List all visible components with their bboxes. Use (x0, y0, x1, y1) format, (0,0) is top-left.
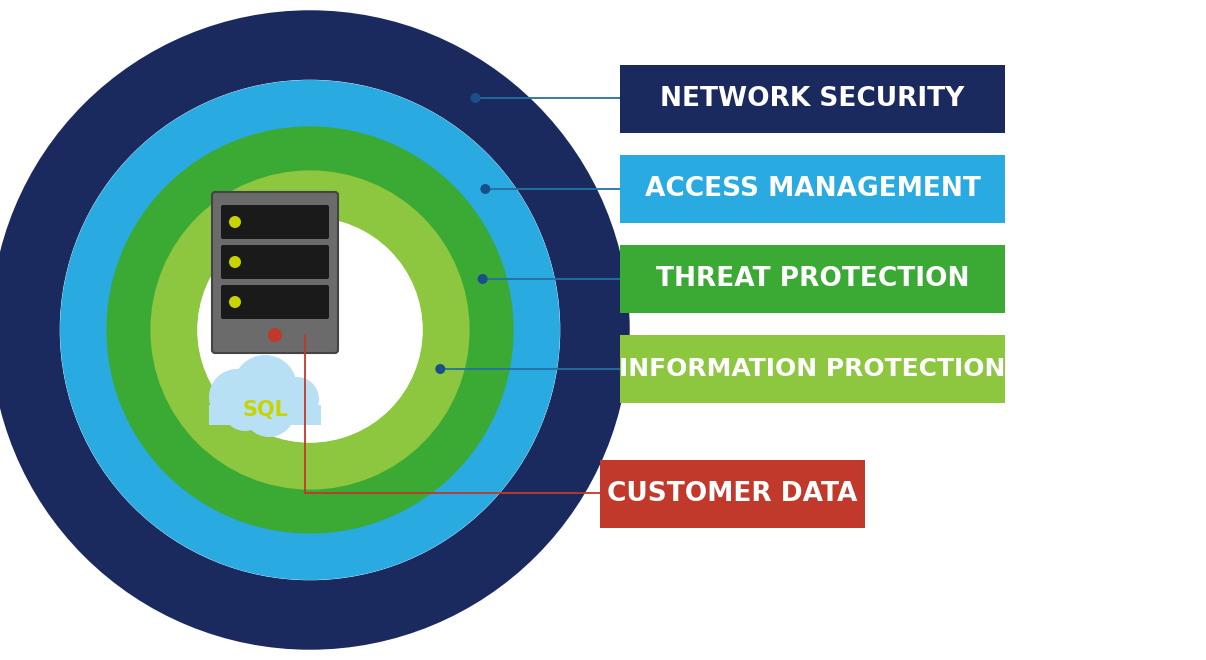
Circle shape (233, 355, 297, 419)
Text: CUSTOMER DATA: CUSTOMER DATA (608, 481, 857, 507)
Circle shape (268, 328, 282, 342)
Text: SQL: SQL (242, 400, 288, 420)
Text: THREAT PROTECTION: THREAT PROTECTION (656, 266, 970, 292)
Circle shape (223, 387, 267, 431)
Text: INFORMATION PROTECTION: INFORMATION PROTECTION (620, 357, 1006, 381)
Circle shape (478, 274, 487, 284)
Bar (209, 405, 321, 425)
FancyBboxPatch shape (221, 285, 329, 319)
FancyBboxPatch shape (620, 65, 1005, 133)
Circle shape (480, 184, 491, 194)
Circle shape (218, 238, 402, 422)
FancyBboxPatch shape (620, 335, 1005, 403)
Circle shape (242, 385, 295, 437)
FancyBboxPatch shape (620, 155, 1005, 223)
Circle shape (229, 296, 241, 308)
FancyBboxPatch shape (221, 205, 329, 239)
Circle shape (229, 216, 241, 228)
Text: ACCESS MANAGEMENT: ACCESS MANAGEMENT (644, 176, 980, 202)
Circle shape (275, 377, 320, 421)
Circle shape (470, 93, 480, 103)
FancyBboxPatch shape (620, 245, 1005, 313)
FancyBboxPatch shape (601, 460, 865, 528)
FancyBboxPatch shape (221, 245, 329, 279)
Circle shape (435, 364, 445, 374)
Circle shape (209, 369, 265, 425)
Circle shape (229, 256, 241, 268)
FancyBboxPatch shape (212, 192, 338, 353)
Text: NETWORK SECURITY: NETWORK SECURITY (661, 86, 965, 112)
